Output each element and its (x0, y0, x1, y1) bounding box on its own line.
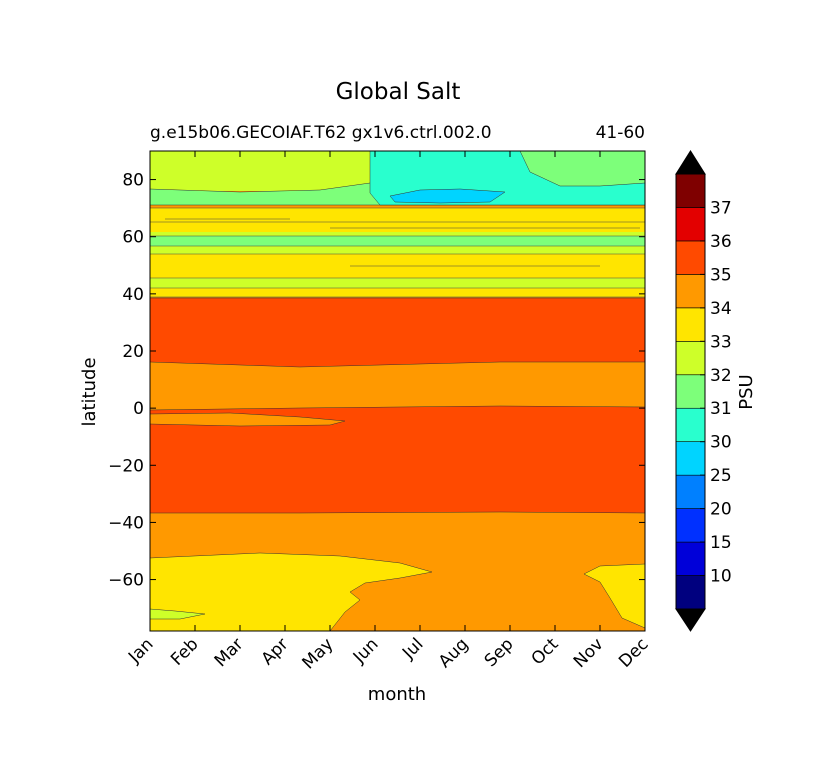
colorbar-swatch (675, 474, 706, 509)
band-green-45 (150, 278, 645, 288)
chart-subtitle-left: g.e15b06.GECOIAF.T62 gx1v6.ctrl.002.0 (150, 123, 492, 143)
colorbar-tick-label: 36 (710, 232, 732, 252)
x-tick-label: Oct (528, 634, 563, 669)
y-tick-label: 80 (122, 171, 144, 191)
colorbar-swatch (675, 173, 706, 208)
colorbar-swatch (675, 374, 706, 409)
x-tick-label: Dec (615, 634, 652, 671)
plot-area (150, 151, 645, 631)
band-orange-equator-tongue (150, 412, 346, 427)
colorbar-tick-label: 25 (710, 466, 732, 486)
x-tick-label: Jan (124, 634, 157, 667)
colorbar-swatch (675, 240, 706, 275)
colorbar-swatch (675, 575, 706, 610)
band-red-equator (150, 405, 645, 514)
colorbar-tick-label: 31 (710, 399, 732, 419)
y-tick-label: 0 (133, 399, 144, 419)
y-tick-label: −40 (108, 513, 144, 533)
colorbar-tick-label: 30 (710, 433, 732, 453)
x-tick-label: Jun (349, 634, 383, 668)
chart-title: Global Salt (336, 79, 461, 105)
colorbar-tick-label: 15 (710, 533, 732, 553)
colorbar-frame (675, 173, 706, 610)
y-tick-label: 20 (122, 342, 144, 362)
band-yellow-south (150, 552, 433, 631)
y-tick-label: −60 (108, 571, 144, 591)
colorbar-tick-label: 32 (710, 366, 732, 386)
chart-subtitle-right: 41-60 (596, 123, 645, 143)
x-tick-label: Apr (258, 634, 293, 669)
colorbar-tick-label: 34 (710, 299, 732, 319)
colorbar-over-extension (675, 150, 706, 175)
x-tick-label: Nov (570, 634, 608, 672)
plot-frame (149, 150, 646, 632)
colorbar-swatch (675, 307, 706, 342)
contour-lines (150, 207, 645, 298)
y-tick-label: −20 (108, 456, 144, 476)
band-yellow-70 (150, 208, 645, 222)
band-yellow-south-east (583, 563, 645, 629)
colorbar-swatch (675, 441, 706, 476)
colorbar-swatch (675, 541, 706, 576)
colorbar-tick-label: 10 (710, 567, 732, 587)
colorbar-tick-label: 20 (710, 500, 732, 520)
band-green-south (150, 608, 206, 620)
band-north-aqua (389, 188, 506, 204)
x-tick-label: Sep (481, 634, 518, 671)
x-tick-label: May (299, 634, 338, 673)
x-axis-label: month (368, 684, 426, 705)
x-tick-label: Jul (398, 634, 427, 663)
colorbar-tick-label: 33 (710, 332, 732, 352)
band-red-subtropics-n (150, 297, 645, 368)
colorbar-under-extension (675, 608, 706, 632)
colorbar-swatch (675, 341, 706, 376)
band-yellow-66 (150, 222, 645, 232)
band-yellow-42 (150, 288, 645, 297)
colorbar-tick-label: 35 (710, 265, 732, 285)
colorbar: 10 15 20 25 30 31 32 33 34 35 36 37 (675, 150, 732, 632)
x-tick-label: Feb (167, 634, 202, 669)
x-tick-label: Mar (211, 634, 248, 671)
colorbar-tick-label: 37 (710, 198, 732, 218)
band-lightgreen-58 (150, 236, 645, 246)
y-axis-label: latitude (79, 357, 100, 426)
y-tick-label: 60 (122, 228, 144, 248)
colorbar-swatch (675, 508, 706, 543)
colorbar-swatch (675, 407, 706, 442)
x-tick-label: Aug (435, 634, 473, 672)
y-axis-ticks: 80 60 40 20 0 −20 −40 −60 (108, 171, 645, 591)
colorbar-label: PSU (736, 374, 757, 409)
colorbar-swatch (675, 274, 706, 309)
colorbar-swatch (675, 207, 706, 242)
y-tick-label: 40 (122, 285, 144, 305)
